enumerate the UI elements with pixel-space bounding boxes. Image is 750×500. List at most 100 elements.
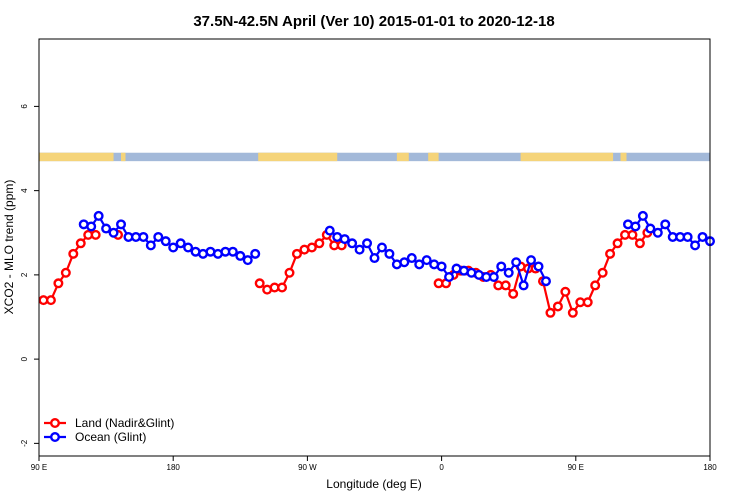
data-point — [291, 248, 302, 259]
data-point — [526, 255, 537, 266]
x-tick-label: 90 E — [31, 463, 47, 472]
data-point — [153, 231, 164, 242]
data-point — [582, 297, 593, 308]
data-point — [277, 282, 288, 293]
data-point — [347, 238, 358, 249]
data-point — [242, 255, 253, 266]
chart-title: 37.5N-42.5N April (Ver 10) 2015-01-01 to… — [193, 13, 554, 30]
data-point — [634, 238, 645, 249]
data-point — [630, 221, 641, 232]
data-point — [60, 267, 71, 278]
data-point — [75, 238, 86, 249]
data-point — [369, 253, 380, 264]
y-tick-label: 6 — [20, 104, 29, 109]
data-point — [168, 242, 179, 253]
data-point — [53, 278, 64, 289]
series-line — [258, 233, 342, 291]
data-point — [545, 307, 556, 318]
data-point — [324, 225, 335, 236]
legend-label: Ocean (Glint) — [75, 430, 146, 444]
data-point — [254, 278, 265, 289]
land-ocean-band — [39, 152, 710, 162]
data-point — [399, 257, 410, 268]
data-point — [697, 231, 708, 242]
data-point — [518, 280, 529, 291]
data-point — [421, 255, 432, 266]
series-1 — [78, 210, 716, 291]
data-point — [339, 234, 350, 245]
data-point — [354, 244, 365, 255]
y-tick-label: 0 — [20, 356, 29, 361]
ocean-band — [39, 152, 710, 162]
data-point — [496, 261, 507, 272]
data-point — [637, 210, 648, 221]
x-tick-label: 0 — [439, 463, 444, 472]
data-point — [93, 210, 104, 221]
data-point — [314, 238, 325, 249]
data-point — [306, 242, 317, 253]
series-line — [43, 233, 96, 302]
land-band-segment — [428, 152, 439, 162]
legend-marker — [50, 432, 61, 443]
land-band-segment — [520, 152, 614, 162]
data-point — [108, 227, 119, 238]
data-point — [500, 280, 511, 291]
data-point — [540, 276, 551, 287]
x-tick-label: 90 W — [298, 463, 317, 472]
data-point — [511, 257, 522, 268]
land-band-segment — [258, 152, 338, 162]
data-point — [68, 248, 79, 259]
data-point — [90, 229, 101, 240]
data-point — [160, 236, 171, 247]
data-point — [533, 261, 544, 272]
y-tick-label: -2 — [20, 439, 29, 447]
data-point — [436, 261, 447, 272]
data-point — [627, 229, 638, 240]
data-point — [560, 286, 571, 297]
data-point — [235, 250, 246, 261]
y-axis: -2 0 2 4 6 — [20, 104, 39, 447]
data-point — [116, 219, 127, 230]
data-point — [406, 253, 417, 264]
data-point — [376, 242, 387, 253]
data-point — [612, 238, 623, 249]
data-point — [384, 248, 395, 259]
land-band-segment — [121, 152, 126, 162]
y-tick-label: 4 — [20, 188, 29, 193]
data-point — [503, 267, 514, 278]
y-axis-label: XCO2 - MLO trend (ppm) — [2, 180, 16, 315]
data-point — [605, 248, 616, 259]
data-point — [227, 246, 238, 257]
data-point — [488, 271, 499, 282]
data-point — [175, 238, 186, 249]
land-band-segment — [39, 152, 114, 162]
data-point — [660, 219, 671, 230]
data-point — [138, 231, 149, 242]
series-layer — [38, 210, 716, 318]
x-axis: 90 E 180 90 W 0 90 E 180 — [31, 456, 717, 472]
data-point — [250, 248, 261, 259]
data-point — [86, 221, 97, 232]
data-point — [508, 288, 519, 299]
data-point — [414, 259, 425, 270]
legend-label: Land (Nadir&Glint) — [75, 416, 174, 430]
x-axis-label: Longitude (deg E) — [326, 477, 421, 491]
data-point — [682, 231, 693, 242]
data-point — [567, 307, 578, 318]
data-point — [652, 227, 663, 238]
data-point — [690, 240, 701, 251]
data-point — [284, 267, 295, 278]
data-point — [145, 240, 156, 251]
x-tick-label: 180 — [703, 463, 717, 472]
x-tick-label: 180 — [167, 463, 181, 472]
data-point — [645, 223, 656, 234]
data-point — [590, 280, 601, 291]
y-tick-label: 2 — [20, 272, 29, 277]
data-point — [183, 242, 194, 253]
land-band-segment — [620, 152, 627, 162]
data-point — [45, 295, 56, 306]
series-line — [541, 232, 649, 316]
legend-marker — [50, 418, 61, 429]
legend: Land (Nadir&Glint)Ocean (Glint) — [44, 416, 174, 444]
